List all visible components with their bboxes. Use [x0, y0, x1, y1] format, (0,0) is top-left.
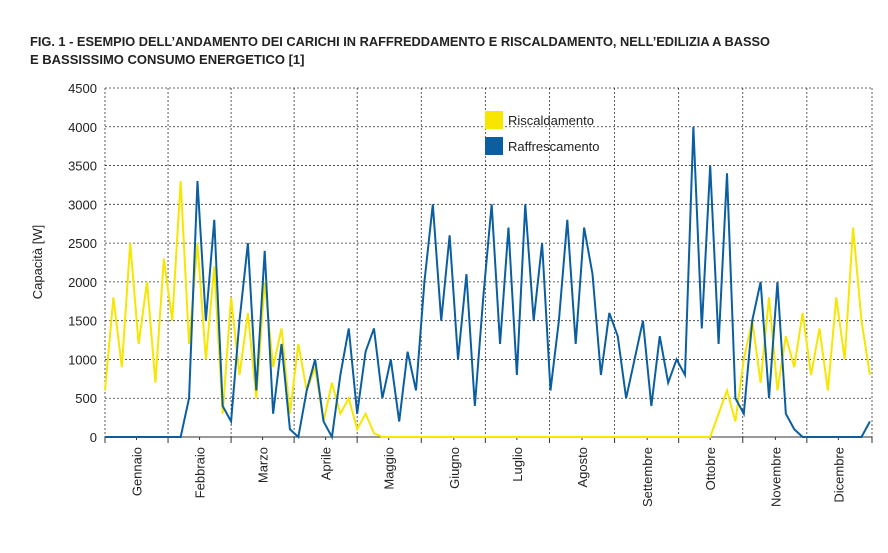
y-tick-label: 2000	[68, 275, 97, 290]
y-tick-label: 3000	[68, 197, 97, 212]
legend-swatch	[485, 137, 503, 155]
x-tick-label: Marzo	[256, 447, 271, 483]
y-tick-label: 500	[75, 391, 97, 406]
x-tick-label: Dicembre	[831, 447, 846, 503]
x-tick-label: Settembre	[640, 447, 655, 507]
legend-swatch	[485, 111, 503, 129]
x-tick-label: Agosto	[575, 447, 590, 487]
x-tick-label: Maggio	[382, 447, 397, 490]
y-tick-label: 1000	[68, 352, 97, 367]
y-tick-label: 0	[90, 430, 97, 445]
chart-title: FIG. 1 - ESEMPIO DELL’ANDAMENTO DEI CARI…	[30, 34, 770, 49]
y-tick-label: 1500	[68, 314, 97, 329]
series-line	[105, 126, 871, 441]
x-tick-label: Novembre	[768, 447, 783, 507]
y-tick-label: 4000	[68, 120, 97, 135]
y-tick-label: 3500	[68, 159, 97, 174]
y-tick-label: 4500	[68, 81, 97, 96]
x-tick-label: Febbraio	[193, 447, 208, 498]
legend-label: Raffrescamento	[508, 139, 600, 154]
chart-subtitle: E BASSISSIMO CONSUMO ENERGETICO [1]	[30, 52, 304, 67]
x-tick-label: Ottobre	[703, 447, 718, 490]
x-tick-label: Gennaio	[130, 447, 145, 496]
series-line	[104, 181, 871, 438]
x-tick-label: Aprile	[319, 447, 334, 480]
y-axis-label: Capacità [W]	[30, 225, 45, 299]
y-tick-label: 2500	[68, 236, 97, 251]
legend-label: Riscaldamento	[508, 113, 594, 128]
x-tick-label: Giugno	[447, 447, 462, 489]
x-tick-label: Luglio	[510, 447, 525, 482]
